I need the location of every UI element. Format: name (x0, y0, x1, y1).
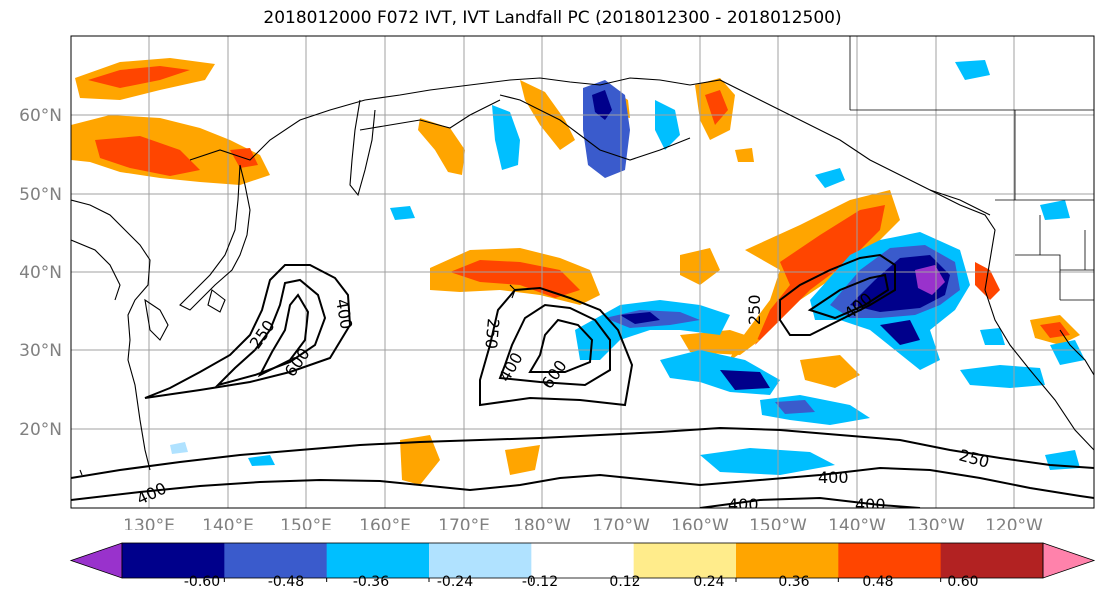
colorbar-segments (69, 542, 1096, 579)
colorbar-tick-label: -0.60 (184, 574, 220, 590)
lon-label-180w: 180°W (513, 516, 571, 530)
lon-label-130e: 130°E (123, 516, 175, 530)
colorbar-tick-label: 0.36 (778, 574, 809, 590)
lon-label-140w: 140°W (828, 516, 886, 530)
colorbar-tick-label: 0.24 (693, 574, 724, 590)
contour-label: 400 (818, 468, 849, 487)
lon-label-150e: 150°E (280, 516, 332, 530)
colorbar-tick-label: -0.24 (437, 574, 473, 590)
map-title: 2018012000 F072 IVT, IVT Landfall PC (20… (263, 8, 842, 28)
ivt-map: 250 600 400 250 400 600 250 400 250 400 … (19, 35, 1095, 530)
colorbar-extend-min (69, 542, 123, 579)
lat-label-40n: 40°N (19, 263, 62, 283)
latitude-labels: 60°N 50°N 40°N 30°N 20°N (19, 106, 62, 440)
colorbar-segment (326, 543, 430, 578)
colorbar-segment (122, 543, 225, 578)
colorbar-tick-label: -0.36 (353, 574, 389, 590)
contour-label: 400 (855, 495, 886, 514)
lon-label-140e: 140°E (202, 516, 254, 530)
lon-label-170w: 170°W (592, 516, 650, 530)
lon-label-130w: 130°W (907, 516, 965, 530)
colorbar-tick-label: 0.12 (609, 574, 640, 590)
colorbar-tick-label: -0.48 (268, 574, 304, 590)
colorbar-ticks (223, 578, 942, 582)
colorbar-segment (633, 543, 737, 578)
map-frame (70, 35, 1095, 509)
colorbar-segment (736, 543, 839, 578)
colorbar-extend-max (1042, 542, 1096, 579)
coastlines (71, 77, 1094, 476)
lon-label-120w: 120°W (985, 516, 1043, 530)
longitude-labels: 130°E 140°E 150°E 160°E 170°E 180°W 170°… (123, 516, 1043, 530)
lat-label-50n: 50°N (19, 185, 62, 205)
ivt-contours (71, 253, 1094, 508)
colorbar-tick-labels: -0.60 -0.48 -0.36 -0.24 -0.12 0.12 0.24 … (184, 574, 979, 590)
colorbar-segment (224, 543, 328, 578)
political-boundaries (849, 36, 1094, 301)
colorbar-segment (531, 543, 635, 578)
colorbar-tick-label: 0.48 (862, 574, 893, 590)
colorbar-segment (429, 543, 532, 578)
colorbar-segment (838, 543, 942, 578)
colorbar-tick-label: -0.12 (522, 574, 558, 590)
lon-label-170e: 170°E (438, 516, 490, 530)
lon-label-160w: 160°W (671, 516, 729, 530)
lon-label-160e: 160°E (359, 516, 411, 530)
contour-label: 400 (728, 495, 759, 514)
colorbar-tick-label: 0.60 (947, 574, 978, 590)
lat-label-30n: 30°N (19, 341, 62, 361)
lat-label-20n: 20°N (19, 420, 62, 440)
contour-labels: 250 600 400 250 400 600 250 400 250 400 … (134, 289, 992, 514)
lon-label-150w: 150°W (749, 516, 807, 530)
lat-label-60n: 60°N (19, 106, 62, 126)
contour-label: 250 (481, 318, 503, 350)
contour-label: 250 (745, 294, 764, 325)
colorbar-segment (940, 543, 1044, 578)
colorbar-frame (121, 542, 1044, 579)
